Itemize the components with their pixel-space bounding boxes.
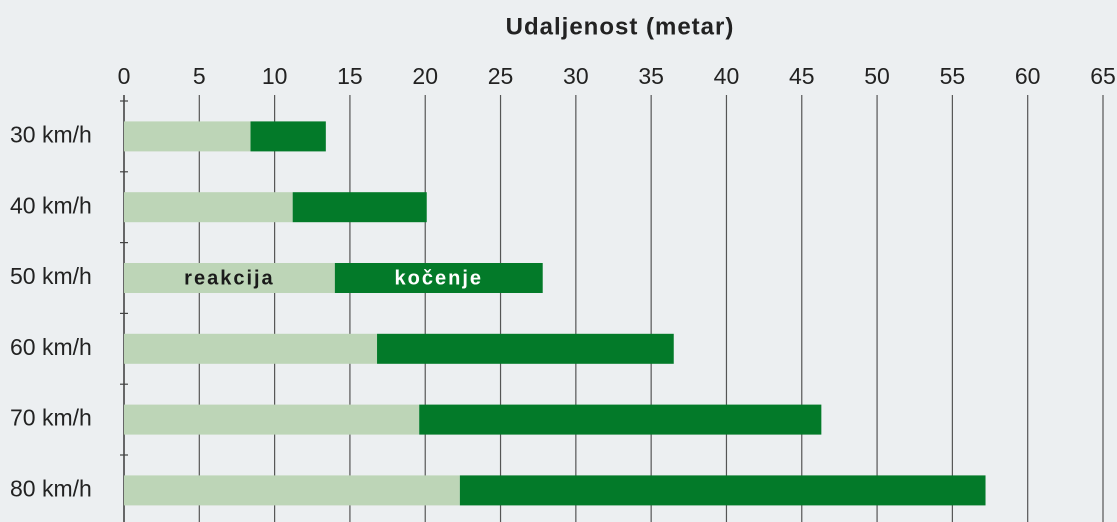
x-tick-label: 10 — [262, 63, 288, 89]
bar-segment — [124, 475, 460, 506]
y-tick-label: 80 km/h — [10, 475, 92, 501]
bar-segment — [459, 475, 986, 506]
bar-segment — [292, 192, 427, 223]
x-tick-label: 5 — [193, 63, 206, 89]
bar-segment — [377, 333, 674, 364]
y-tick-label: 40 km/h — [10, 192, 92, 218]
x-tick-label: 60 — [1015, 63, 1041, 89]
bar-segment — [124, 192, 293, 223]
x-tick-label: 45 — [789, 63, 815, 89]
bar-segment — [419, 404, 822, 435]
y-tick-label: 60 km/h — [10, 334, 92, 360]
x-tick-label: 25 — [488, 63, 514, 89]
x-tick-label: 0 — [118, 63, 131, 89]
bar-segment — [250, 121, 326, 152]
y-tick-label: 30 km/h — [10, 121, 92, 147]
bar-segment — [124, 263, 335, 293]
x-tick-label: 20 — [412, 63, 438, 89]
x-tick-label: 30 — [563, 63, 589, 89]
y-tick-label: 70 km/h — [10, 405, 92, 431]
bar-segment — [334, 263, 543, 293]
x-tick-label: 50 — [864, 63, 890, 89]
segment-label: kočenje — [395, 267, 483, 289]
segment-label: reakcija — [184, 267, 275, 289]
bar-segment — [124, 333, 378, 364]
x-tick-label: 40 — [714, 63, 740, 89]
bar-segment — [124, 121, 251, 152]
x-tick-label: 55 — [940, 63, 966, 89]
x-tick-label: 65 — [1090, 63, 1116, 89]
y-tick-label: 50 km/h — [10, 263, 92, 289]
chart-title: Udaljenost (metar) — [506, 13, 735, 40]
bar-segment — [124, 404, 420, 435]
x-tick-label: 35 — [638, 63, 664, 89]
x-tick-label: 15 — [337, 63, 363, 89]
